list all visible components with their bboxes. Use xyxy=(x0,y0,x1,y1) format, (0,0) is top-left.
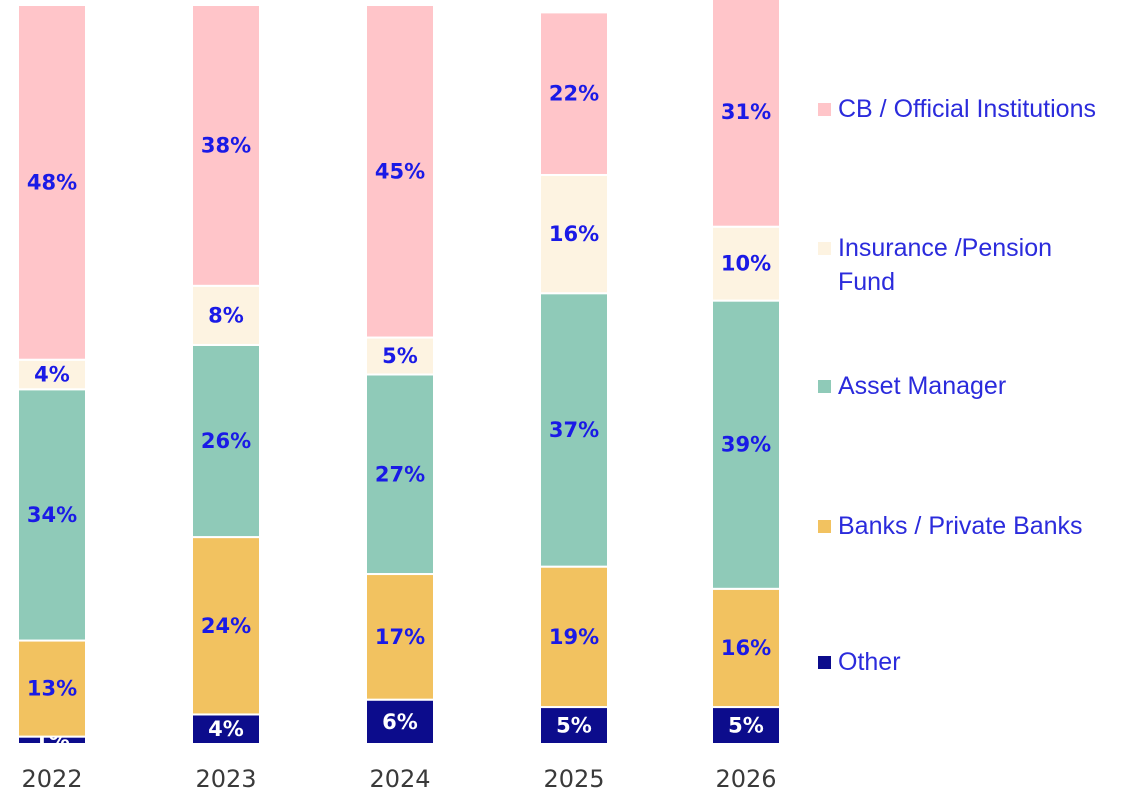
value-label: 38% xyxy=(201,133,251,157)
value-label: 5% xyxy=(382,344,418,368)
legend-label: Asset Manager xyxy=(838,372,1007,400)
x-tick-label: 2023 xyxy=(195,765,256,793)
value-label: 5% xyxy=(556,714,592,738)
bar-segment xyxy=(191,4,261,287)
legend-item: Other xyxy=(818,645,1118,679)
bar-segment xyxy=(539,11,609,176)
bar-segment xyxy=(539,565,609,709)
value-label: 8% xyxy=(208,303,244,327)
legend-swatch xyxy=(818,656,831,669)
legend-item: Insurance /Pension Fund xyxy=(818,231,1118,299)
value-label: 13% xyxy=(27,677,77,701)
value-label: 16% xyxy=(549,222,599,246)
value-label: 39% xyxy=(721,433,771,457)
bar-segment xyxy=(17,639,87,738)
value-label: 31% xyxy=(721,100,771,124)
legend-label: Other xyxy=(838,648,901,676)
value-label: 45% xyxy=(375,159,425,183)
bar-segment xyxy=(365,373,435,576)
bar-segment xyxy=(365,336,435,376)
value-label: 24% xyxy=(201,614,251,638)
value-label: 22% xyxy=(549,82,599,106)
bar-segment xyxy=(711,225,781,302)
bar-segment xyxy=(365,698,435,745)
value-label: 16% xyxy=(721,636,771,660)
value-label: 5% xyxy=(728,714,764,738)
bar-segment xyxy=(711,587,781,709)
legend-swatch xyxy=(818,520,831,533)
value-label: 37% xyxy=(549,418,599,442)
value-label: 19% xyxy=(549,625,599,649)
bar-segment xyxy=(191,343,261,539)
bar-segment xyxy=(711,0,781,228)
legend-item: Banks / Private Banks xyxy=(818,509,1118,543)
bar-segment xyxy=(17,4,87,361)
value-label: 26% xyxy=(201,429,251,453)
bar-segment xyxy=(17,388,87,642)
legend-label: Banks / Private Banks xyxy=(838,512,1083,540)
legend-label: Insurance /Pension Fund xyxy=(838,234,1053,296)
legend-swatch xyxy=(818,103,831,116)
bar-segment xyxy=(711,299,781,590)
value-label: 34% xyxy=(27,503,77,527)
x-tick-label: 2024 xyxy=(369,765,430,793)
x-tick-label: 2025 xyxy=(543,765,604,793)
legend-item: CB / Official Institutions xyxy=(818,92,1118,126)
value-label: 4% xyxy=(34,363,70,387)
legend-swatch xyxy=(818,380,831,393)
x-tick-label: 2026 xyxy=(715,765,776,793)
legend-label: CB / Official Institutions xyxy=(838,95,1096,123)
value-label: 4% xyxy=(208,717,244,741)
legend-item: Asset Manager xyxy=(818,369,1118,403)
bar-segment xyxy=(365,4,435,339)
value-label: 48% xyxy=(27,170,77,194)
bar-segment xyxy=(191,536,261,716)
bar-segment xyxy=(539,292,609,568)
bar-segment xyxy=(191,284,261,346)
value-label: 10% xyxy=(721,252,771,276)
bar-segment xyxy=(365,573,435,701)
x-tick-label: 2022 xyxy=(21,765,82,793)
value-label: 17% xyxy=(375,625,425,649)
value-label: 27% xyxy=(375,462,425,486)
legend-swatch xyxy=(818,242,831,255)
value-label: 6% xyxy=(382,710,418,734)
bar-segment xyxy=(539,706,609,745)
